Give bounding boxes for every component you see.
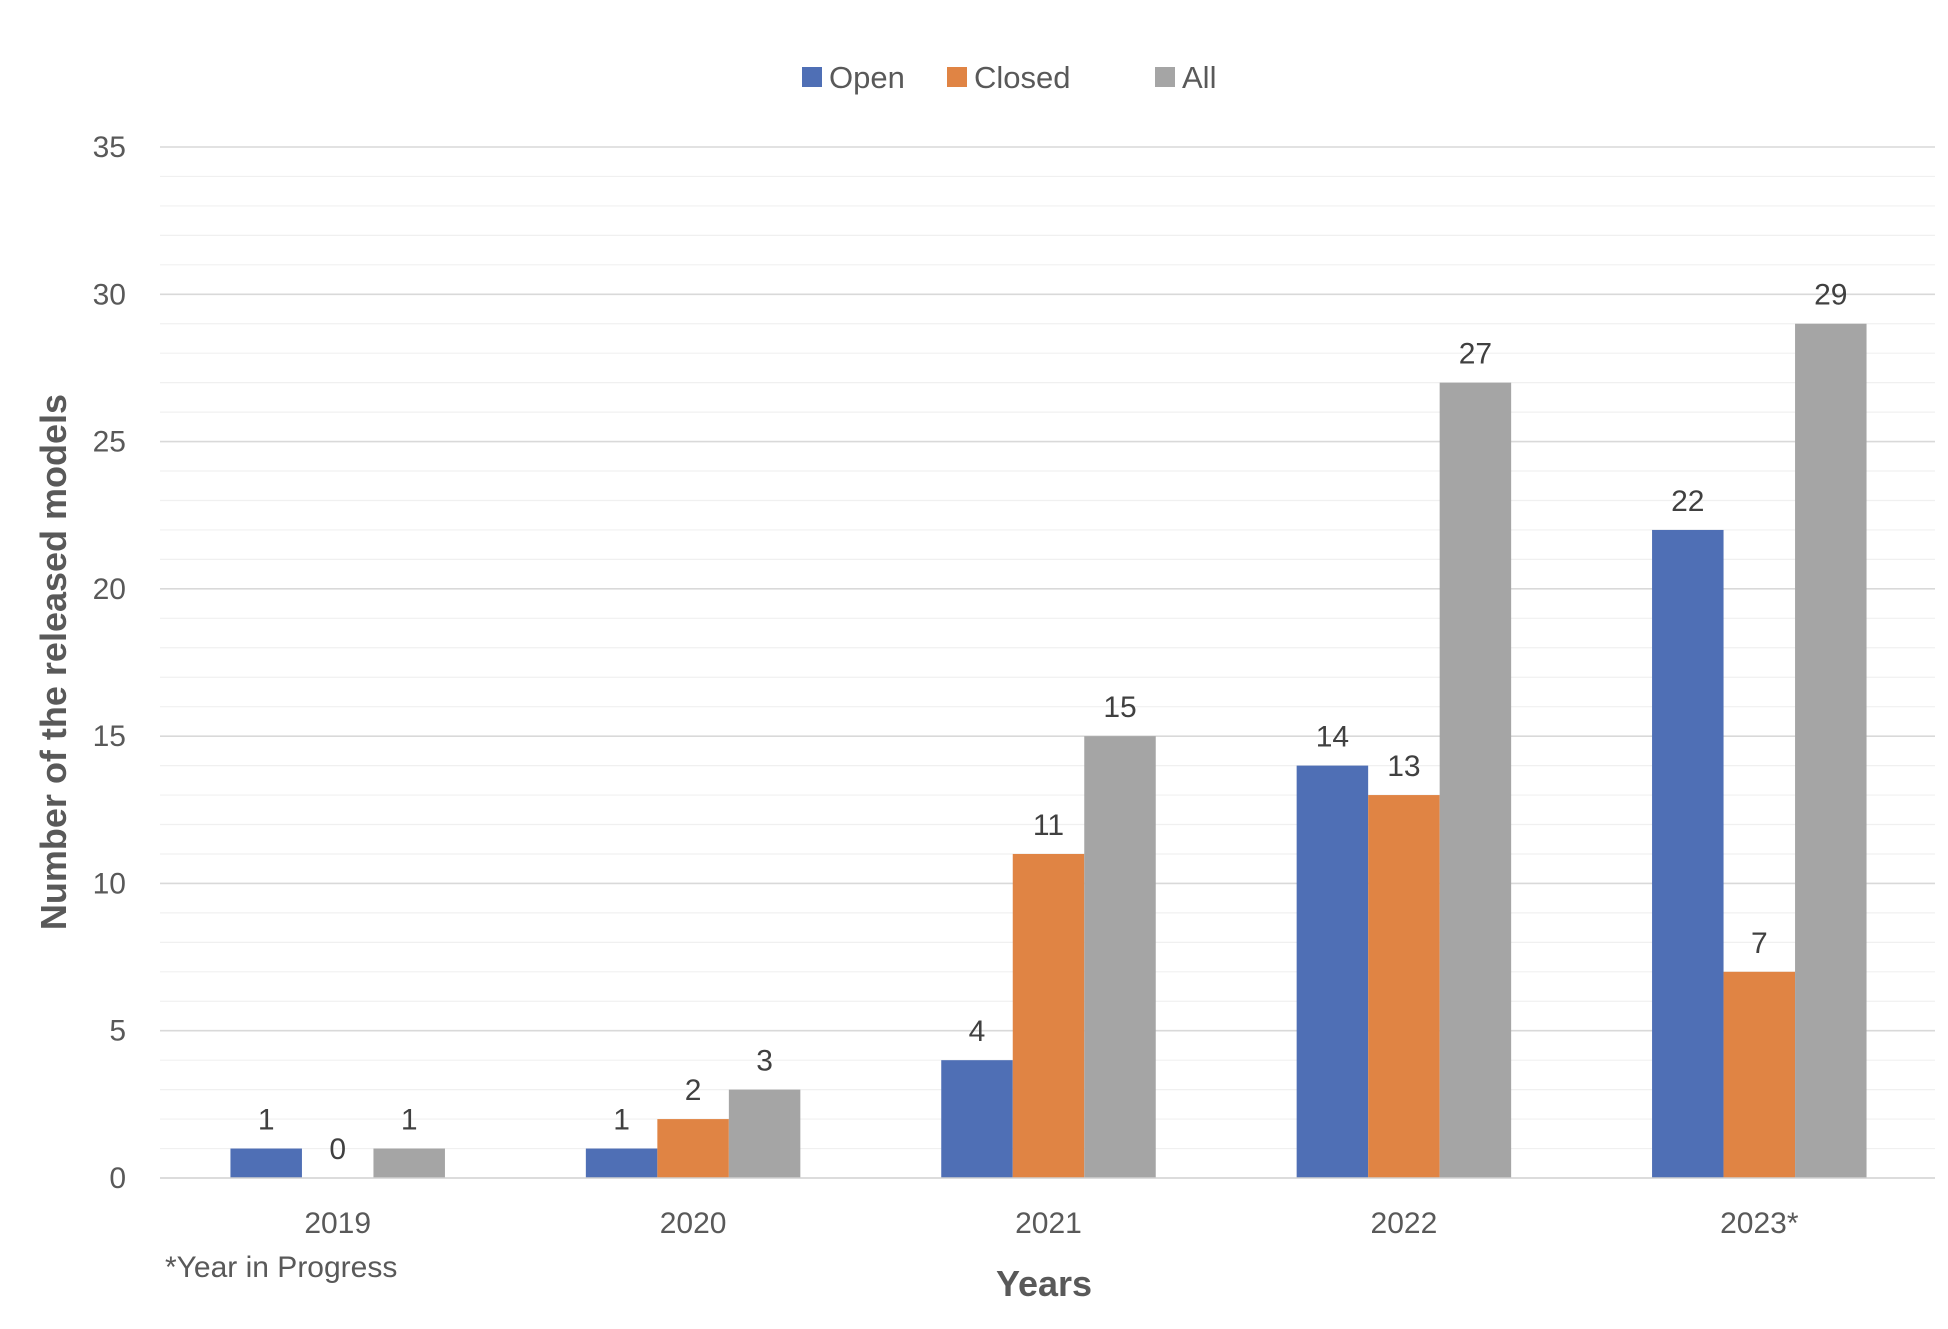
y-axis-title: Number of the released models xyxy=(33,394,74,930)
bar-all-2023* xyxy=(1795,323,1867,1178)
y-tick-label: 30 xyxy=(93,278,126,311)
data-label-open-2022: 14 xyxy=(1316,721,1349,754)
data-label-all-2022: 27 xyxy=(1459,338,1492,371)
minor-gridlines xyxy=(160,175,1935,1150)
x-category-label: 2019 xyxy=(304,1207,371,1240)
bar-open-2023* xyxy=(1652,529,1724,1178)
footnote: *Year in Progress xyxy=(165,1251,397,1284)
data-label-open-2023*: 22 xyxy=(1671,485,1704,518)
data-label-closed-2020: 2 xyxy=(685,1074,702,1107)
data-label-closed-2021: 11 xyxy=(1033,809,1064,842)
data-label-open-2020: 1 xyxy=(613,1104,630,1137)
y-tick-label: 20 xyxy=(93,573,126,606)
data-label-all-2019: 1 xyxy=(401,1104,418,1137)
bar-all-2022 xyxy=(1439,382,1512,1179)
y-tick-label: 0 xyxy=(109,1162,126,1195)
data-label-all-2021: 15 xyxy=(1103,691,1136,724)
bar-closed-2020 xyxy=(657,1119,729,1178)
data-label-closed-2023*: 7 xyxy=(1751,927,1768,960)
x-axis-category-labels: 2019 2020 2021 2022 2023* xyxy=(304,1207,1799,1240)
data-label-closed-2019: 0 xyxy=(329,1133,346,1166)
legend-swatch-open xyxy=(802,67,822,87)
bar-closed-2022 xyxy=(1368,795,1440,1178)
x-axis-title: Years xyxy=(996,1263,1092,1304)
bar-closed-2023* xyxy=(1723,971,1796,1178)
data-label-closed-2022: 13 xyxy=(1387,750,1420,783)
bar-all-2021 xyxy=(1084,736,1156,1178)
x-category-label: 2022 xyxy=(1371,1207,1438,1240)
bar-open-2020 xyxy=(585,1148,658,1178)
bar-closed-2021 xyxy=(1012,853,1085,1178)
legend-swatch-closed xyxy=(947,67,967,87)
x-category-label: 2020 xyxy=(660,1207,727,1240)
data-label-all-2023*: 29 xyxy=(1814,279,1847,312)
legend-label-all: All xyxy=(1182,60,1216,95)
legend-label-open: Open xyxy=(829,60,905,95)
bars xyxy=(230,323,1867,1179)
bar-open-2022 xyxy=(1296,765,1369,1178)
bar-open-2019 xyxy=(230,1148,302,1178)
y-tick-label: 35 xyxy=(93,131,126,164)
bar-open-2021 xyxy=(941,1060,1013,1178)
data-label-open-2021: 4 xyxy=(969,1015,986,1048)
data-label-open-2019: 1 xyxy=(258,1104,275,1137)
legend: Open Closed All xyxy=(802,60,1216,95)
legend-label-closed: Closed xyxy=(974,60,1071,95)
y-tick-label: 25 xyxy=(93,426,126,459)
bar-all-2019 xyxy=(373,1148,445,1178)
y-axis-tick-labels: 0 5 10 15 20 25 30 35 xyxy=(93,131,126,1195)
bar-all-2020 xyxy=(728,1089,801,1178)
data-label-all-2020: 3 xyxy=(756,1045,773,1078)
x-category-label: 2023* xyxy=(1720,1207,1799,1240)
y-tick-label: 15 xyxy=(93,720,126,753)
legend-swatch-all xyxy=(1155,67,1175,87)
x-category-label: 2021 xyxy=(1015,1207,1082,1240)
y-tick-label: 5 xyxy=(109,1015,126,1048)
y-tick-label: 10 xyxy=(93,867,126,900)
